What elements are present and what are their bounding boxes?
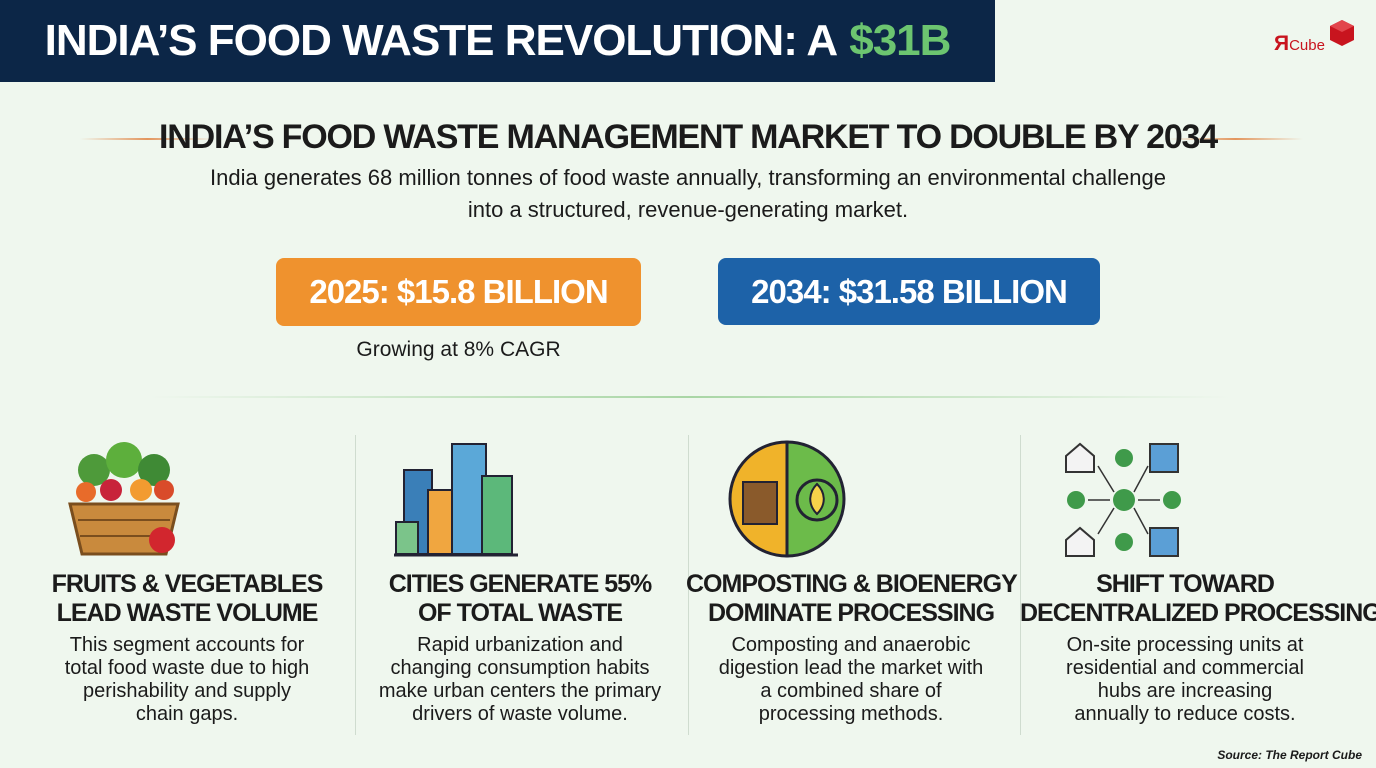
card: FRUITS & VEGETABLES LEAD WASTE VOLUME Thi… bbox=[22, 570, 352, 726]
card-line: drivers of waste volume. bbox=[412, 703, 628, 725]
card-line: residential and commercial bbox=[1066, 657, 1304, 679]
title: INDIA’S FOOD WASTE REVOLUTION: A $31B bbox=[0, 0, 995, 82]
card-title: OF TOTAL WASTE bbox=[417, 599, 623, 627]
title-bar bbox=[0, 0, 995, 82]
separator bbox=[1020, 435, 1021, 735]
card-title: DECENTRALIZED PROCESSING bbox=[1020, 599, 1376, 627]
card-text: Rapid urbanization and changing consumpti… bbox=[355, 634, 685, 726]
card-text: On-site processing units at residential a… bbox=[1020, 634, 1350, 726]
icon-city bbox=[394, 443, 518, 557]
divider bbox=[1168, 138, 1303, 140]
divider bbox=[150, 396, 1230, 398]
card-line: annually to reduce costs. bbox=[1074, 703, 1296, 725]
separator bbox=[688, 435, 689, 735]
card-line: This segment accounts for bbox=[69, 634, 305, 656]
card-line: chain gaps. bbox=[135, 703, 239, 725]
card-title: CITIES GENERATE 55% bbox=[388, 570, 653, 598]
intro-line: into a structured, revenue-generating ma… bbox=[467, 197, 909, 222]
stat-note: Growing at 8% CAGR bbox=[356, 338, 561, 361]
card-line: changing consumption habits bbox=[390, 657, 650, 679]
card-title: SHIFT TOWARD bbox=[1096, 570, 1275, 598]
card-text: Composting and anaerobic digestion lead t… bbox=[686, 634, 1016, 726]
card-line: On-site processing units at bbox=[1066, 634, 1304, 656]
card-title: COMPOSTING & BIOENERGY bbox=[686, 570, 1018, 598]
card-line: hubs are increasing bbox=[1097, 680, 1273, 702]
icon-composting bbox=[728, 440, 846, 558]
card-line: a combined share of bbox=[760, 680, 942, 702]
card-line: make urban centers the primary bbox=[378, 680, 662, 702]
card-title: LEAD WASTE VOLUME bbox=[56, 599, 319, 627]
card: SHIFT TOWARD DECENTRALIZED PROCESSING On-… bbox=[1020, 570, 1376, 726]
logo-name: Cube bbox=[1289, 37, 1325, 54]
stat-badge: 2034: $31.58 BILLION bbox=[718, 258, 1100, 325]
card-title: FRUITS & VEGETABLES bbox=[51, 570, 324, 598]
icon-network bbox=[1065, 442, 1181, 557]
logo: ЯCube bbox=[1274, 32, 1325, 56]
logo-cube bbox=[1330, 20, 1354, 46]
logo-mark: Я bbox=[1274, 32, 1290, 55]
source: Source: The Report Cube bbox=[1217, 748, 1362, 762]
card: COMPOSTING & BIOENERGY DOMINATE PROCESSIN… bbox=[686, 570, 1018, 726]
card-line: Composting and anaerobic bbox=[731, 634, 971, 656]
separator bbox=[355, 435, 356, 735]
card-line: perishability and supply bbox=[83, 680, 291, 702]
card-line: Rapid urbanization and bbox=[417, 634, 623, 656]
card-line: total food waste due to high bbox=[64, 657, 310, 679]
card-line: digestion lead the market with bbox=[718, 657, 984, 679]
title-text: INDIA’S FOOD WASTE REVOLUTION: A bbox=[44, 16, 839, 65]
card-title: DOMINATE PROCESSING bbox=[707, 599, 995, 627]
card: CITIES GENERATE 55% OF TOTAL WASTE Rapid … bbox=[355, 570, 685, 726]
intro-line: India generates 68 million tonnes of foo… bbox=[210, 165, 1166, 190]
stat-badge: 2025: $15.8 BILLION bbox=[276, 258, 641, 326]
card-text: This segment accounts for total food wast… bbox=[22, 634, 352, 726]
card-line: processing methods. bbox=[758, 703, 944, 725]
icon-vegetables bbox=[68, 442, 180, 556]
divider bbox=[80, 138, 215, 140]
title-highlight: $31B bbox=[849, 16, 951, 65]
headline: INDIA’S FOOD WASTE MANAGEMENT MARKET TO … bbox=[159, 118, 1218, 156]
